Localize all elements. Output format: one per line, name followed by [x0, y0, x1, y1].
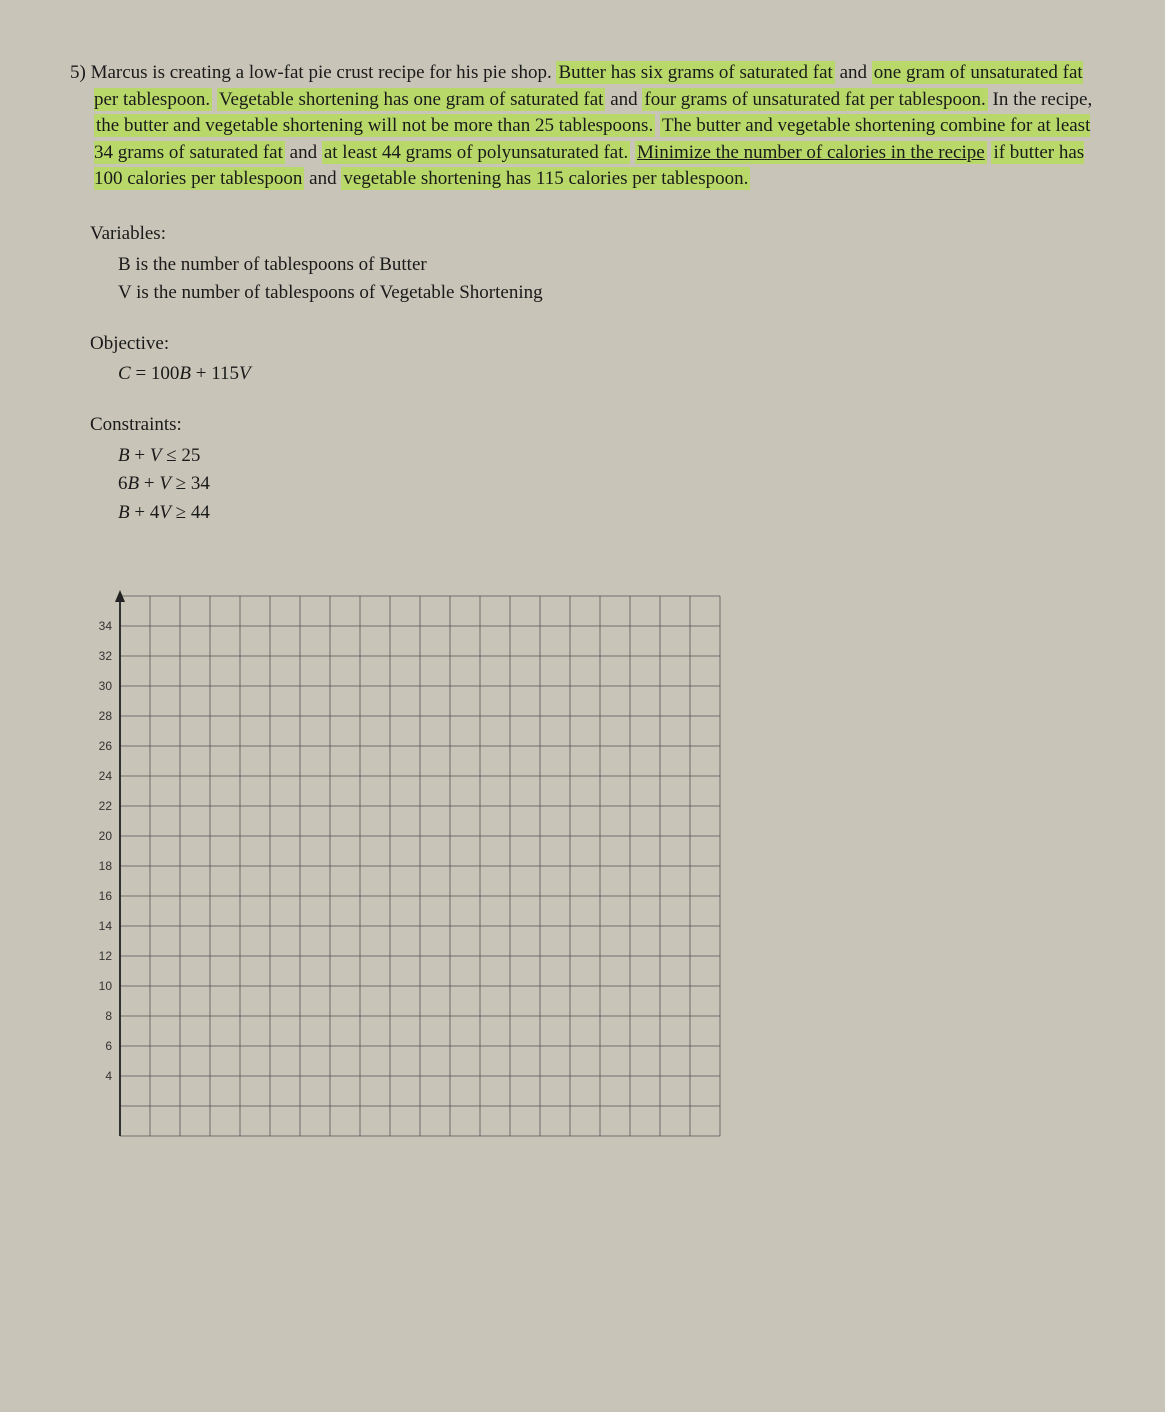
svg-text:6: 6 [105, 1039, 112, 1053]
svg-text:12: 12 [99, 949, 113, 963]
constraints-section: Constraints: B + V ≤ 256B + V ≥ 34B + 4V… [70, 412, 1095, 526]
svg-text:8: 8 [105, 1009, 112, 1023]
svg-text:34: 34 [99, 619, 113, 633]
objective-content: C = 100B + 115V [90, 361, 1095, 388]
objective-section: Objective: C = 100B + 115V [70, 331, 1095, 388]
grid-svg: 34 32 30 28 26 24 22 20 18 16 14 12 10 8 6 4 [80, 586, 730, 1146]
constraint-line: B + 4V ≥ 44 [118, 500, 1095, 527]
variables-title: Variables: [90, 221, 1095, 248]
svg-text:24: 24 [99, 769, 113, 783]
problem-statement: 5) Marcus is creating a low-fat pie crus… [70, 60, 1095, 193]
svg-text:14: 14 [99, 919, 113, 933]
svg-text:16: 16 [99, 889, 113, 903]
objective-title: Objective: [90, 331, 1095, 358]
coordinate-grid: 34 32 30 28 26 24 22 20 18 16 14 12 10 8 6 4 [80, 586, 1095, 1146]
variables-section: Variables: B is the number of tablespoon… [70, 221, 1095, 307]
svg-text:28: 28 [99, 709, 113, 723]
constraints-content: B + V ≤ 256B + V ≥ 34B + 4V ≥ 44 [90, 443, 1095, 527]
svg-text:20: 20 [99, 829, 113, 843]
svg-text:26: 26 [99, 739, 113, 753]
variables-content: B is the number of tablespoons of Butter… [90, 252, 1095, 307]
constraints-title: Constraints: [90, 412, 1095, 439]
svg-text:22: 22 [99, 799, 113, 813]
svg-text:30: 30 [99, 679, 113, 693]
svg-text:32: 32 [99, 649, 113, 663]
constraint-line: 6B + V ≥ 34 [118, 471, 1095, 498]
variable-line-1: B is the number of tablespoons of Butter [118, 252, 1095, 279]
constraint-line: B + V ≤ 25 [118, 443, 1095, 470]
variable-line-2: V is the number of tablespoons of Vegeta… [118, 280, 1095, 307]
svg-text:4: 4 [105, 1069, 112, 1083]
svg-text:18: 18 [99, 859, 113, 873]
svg-text:10: 10 [99, 979, 113, 993]
